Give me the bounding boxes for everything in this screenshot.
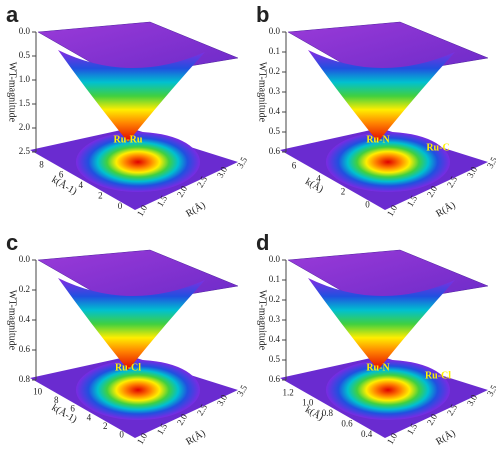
z-tick-label: 1.0 — [19, 74, 31, 84]
k-tick-label: 8 — [39, 159, 44, 169]
panel-letter: b — [256, 2, 269, 27]
k-tick-label: 1.2 — [283, 387, 294, 397]
z-tick-label: 0.0 — [19, 26, 31, 36]
k-tick-label: 0 — [365, 200, 370, 210]
k-axis-label: k(Å) — [303, 175, 325, 195]
panel-letter: a — [6, 2, 19, 27]
z-tick-label: 0.6 — [269, 374, 281, 384]
r-tick-label: 3.5 — [485, 383, 496, 398]
peak-annotation: Ru-N — [366, 134, 390, 145]
k-tick-label: 2 — [98, 190, 103, 200]
funnel-surface — [308, 278, 455, 370]
z-tick-label: 0.2 — [19, 284, 30, 294]
peak-annotation: Ru-N — [366, 362, 390, 373]
z-tick-label: 0.0 — [269, 26, 281, 36]
floor-contour — [326, 360, 450, 420]
z-tick-label: 0.2 — [269, 294, 280, 304]
panel: 0.0 0.5 1.0 1.5 2.0 2.5 WT-magnitude a 8 6 4 2 0 k(Å-… — [6, 2, 249, 220]
z-axis-label: WT-magnitude — [257, 290, 268, 351]
panel: 0.00.20.40.60.8WT-magnitudec1086420k(Å-1… — [6, 230, 249, 448]
r-axis-label: R(Å) — [184, 427, 208, 448]
k-tick-label: 4 — [87, 412, 92, 422]
r-tick-label: 3.5 — [235, 383, 250, 398]
funnel-surface — [58, 50, 205, 142]
k-tick-label: 10 — [33, 386, 43, 396]
k-tick-label: 0.8 — [322, 408, 334, 418]
k-tick-label: 6 — [70, 404, 75, 414]
k-tick-label: 1.0 — [302, 398, 314, 408]
z-tick-label: 0.0 — [269, 254, 281, 264]
z-tick-label: 0.5 — [269, 354, 281, 364]
k-tick-label: 0.6 — [341, 418, 353, 428]
k-tick-label: 4 — [79, 180, 84, 190]
k-tick-label: 2 — [103, 421, 108, 431]
z-tick-label: 0.3 — [269, 86, 281, 96]
funnel-surface — [58, 278, 205, 370]
r-tick-label: 3.5 — [235, 155, 250, 170]
z-axis-label: WT-magnitude — [7, 62, 18, 123]
z-tick-label: 0.4 — [269, 106, 281, 116]
k-tick-label: 0.4 — [361, 429, 373, 439]
z-tick-label: 0.4 — [19, 314, 31, 324]
z-tick-label: 0.4 — [269, 334, 281, 344]
k-axis-label: k(Å-1) — [50, 173, 80, 197]
z-axis-label: WT-magnitude — [7, 290, 18, 351]
k-tick-label: 0 — [119, 430, 124, 440]
z-tick-label: 0.8 — [19, 374, 31, 384]
z-tick-label: 0.1 — [269, 274, 280, 284]
z-tick-label: 2.0 — [19, 122, 31, 132]
k-tick-label: 8 — [54, 395, 59, 405]
z-tick-label: 0.5 — [269, 126, 281, 136]
r-axis-label: R(Å) — [434, 199, 458, 220]
r-axis-label: R(Å) — [434, 427, 458, 448]
k-tick-label: 6 — [59, 170, 64, 180]
z-tick-label: 0.2 — [269, 66, 280, 76]
z-tick-label: 0.6 — [269, 146, 281, 156]
panel-letter: d — [256, 230, 269, 255]
z-tick-label: 0.6 — [19, 344, 31, 354]
z-tick-label: 0.0 — [19, 254, 31, 264]
k-tick-label: 2 — [341, 187, 346, 197]
k-tick-label: 4 — [316, 174, 321, 184]
panel-letter: c — [6, 230, 18, 255]
z-tick-label: 0.3 — [269, 314, 281, 324]
z-tick-label: 0.1 — [269, 46, 280, 56]
z-axis-label: WT-magnitude — [257, 62, 268, 123]
floor-contour — [326, 132, 450, 192]
z-tick-label: 0.5 — [19, 50, 31, 60]
peak-annotation: Ru-Cl — [425, 370, 451, 381]
peak-annotation: Ru-Ru — [114, 134, 143, 145]
panel: 0.0 0.1 0.2 0.3 0.4 0.5 0.6 WT-magnitude b 6 4 2 0 k(… — [256, 2, 496, 220]
z-tick-label: 2.5 — [19, 146, 31, 156]
z-tick-label: 1.5 — [19, 98, 31, 108]
r-axis-label: R(Å) — [184, 199, 208, 220]
k-tick-label: 6 — [292, 161, 297, 171]
r-tick-label: 3.5 — [485, 155, 496, 170]
floor-contour — [76, 132, 200, 192]
floor-contour — [76, 360, 200, 420]
peak-annotation: Ru-Cl — [115, 362, 141, 373]
funnel-surface — [308, 50, 455, 142]
peak-annotation: Ru-C — [426, 142, 449, 153]
panel: 0.0 0.1 0.2 0.3 0.4 0.5 0.6 WT-magnitude d 1.2 1.0… — [256, 230, 496, 448]
k-tick-label: 0 — [118, 201, 123, 211]
k-axis-label: k(Å) — [303, 403, 325, 423]
